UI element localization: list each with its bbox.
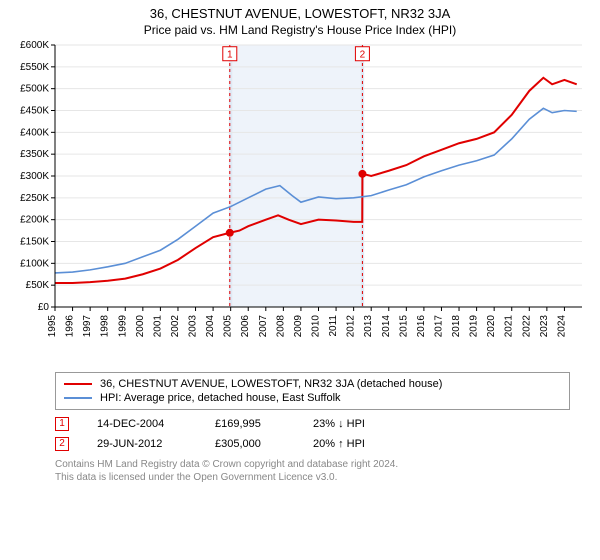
svg-text:£100K: £100K xyxy=(20,258,49,269)
svg-text:2005: 2005 xyxy=(223,315,234,338)
footer-line: This data is licensed under the Open Gov… xyxy=(55,471,570,484)
svg-text:2: 2 xyxy=(360,50,366,61)
svg-text:£450K: £450K xyxy=(20,106,49,117)
svg-text:2022: 2022 xyxy=(521,315,532,338)
svg-text:£250K: £250K xyxy=(20,193,49,204)
chart-container: 36, CHESTNUT AVENUE, LOWESTOFT, NR32 3JA… xyxy=(0,0,600,560)
svg-text:1998: 1998 xyxy=(100,315,111,338)
svg-text:2021: 2021 xyxy=(504,315,515,338)
svg-text:2018: 2018 xyxy=(451,315,462,338)
svg-text:1999: 1999 xyxy=(117,315,128,338)
sales-list: 1 14-DEC-2004 £169,995 23% ↓ HPI 2 29-JU… xyxy=(55,414,570,454)
svg-text:2019: 2019 xyxy=(469,315,480,338)
svg-text:2009: 2009 xyxy=(293,315,304,338)
legend: 36, CHESTNUT AVENUE, LOWESTOFT, NR32 3JA… xyxy=(55,372,570,410)
footer-line: Contains HM Land Registry data © Crown c… xyxy=(55,458,570,471)
svg-text:2024: 2024 xyxy=(556,315,567,338)
legend-item: 36, CHESTNUT AVENUE, LOWESTOFT, NR32 3JA… xyxy=(64,377,561,391)
svg-text:2007: 2007 xyxy=(258,315,269,338)
svg-text:2012: 2012 xyxy=(346,315,357,338)
svg-text:2011: 2011 xyxy=(328,315,339,337)
svg-text:1: 1 xyxy=(227,50,233,61)
svg-text:£0: £0 xyxy=(38,302,50,313)
legend-label: HPI: Average price, detached house, East… xyxy=(100,392,341,404)
svg-text:1997: 1997 xyxy=(82,315,93,338)
sale-date: 29-JUN-2012 xyxy=(97,438,187,450)
svg-text:1996: 1996 xyxy=(65,315,76,338)
svg-text:2020: 2020 xyxy=(486,315,497,338)
svg-text:£300K: £300K xyxy=(20,171,49,182)
legend-label: 36, CHESTNUT AVENUE, LOWESTOFT, NR32 3JA… xyxy=(100,378,442,390)
legend-item: HPI: Average price, detached house, East… xyxy=(64,391,561,405)
svg-text:2000: 2000 xyxy=(135,315,146,338)
sale-date: 14-DEC-2004 xyxy=(97,418,187,430)
svg-text:£400K: £400K xyxy=(20,127,49,138)
svg-text:£500K: £500K xyxy=(20,84,49,95)
svg-text:2006: 2006 xyxy=(240,315,251,338)
svg-text:2015: 2015 xyxy=(398,315,409,338)
svg-text:£50K: £50K xyxy=(26,280,50,291)
sale-hpi: 23% ↓ HPI xyxy=(313,418,403,430)
svg-text:2003: 2003 xyxy=(188,315,199,338)
sale-price: £305,000 xyxy=(215,438,285,450)
price-chart: £0 £50K £100K £150K £200K £250K £300K £350K £400… xyxy=(0,41,600,361)
svg-text:£200K: £200K xyxy=(20,215,49,226)
sale-marker-icon: 1 xyxy=(55,417,69,431)
svg-text:2014: 2014 xyxy=(381,315,392,338)
legend-swatch-icon xyxy=(64,397,92,399)
sale-row: 2 29-JUN-2012 £305,000 20% ↑ HPI xyxy=(55,434,570,454)
chart-title: 36, CHESTNUT AVENUE, LOWESTOFT, NR32 3JA xyxy=(0,0,600,21)
svg-text:£350K: £350K xyxy=(20,149,49,160)
chart-subtitle: Price paid vs. HM Land Registry's House … xyxy=(0,21,600,41)
svg-text:£550K: £550K xyxy=(20,62,49,73)
sale-row: 1 14-DEC-2004 £169,995 23% ↓ HPI xyxy=(55,414,570,434)
svg-text:2023: 2023 xyxy=(539,315,550,338)
sale-hpi: 20% ↑ HPI xyxy=(313,438,403,450)
svg-text:2013: 2013 xyxy=(363,315,374,338)
svg-text:2004: 2004 xyxy=(205,315,216,338)
footer: Contains HM Land Registry data © Crown c… xyxy=(55,458,570,484)
svg-text:2002: 2002 xyxy=(170,315,181,338)
legend-swatch-icon xyxy=(64,383,92,385)
svg-text:1995: 1995 xyxy=(47,315,58,338)
sale-marker-icon: 2 xyxy=(55,437,69,451)
svg-text:2017: 2017 xyxy=(433,315,444,338)
sale-price: £169,995 xyxy=(215,418,285,430)
svg-text:2016: 2016 xyxy=(416,315,427,338)
svg-text:2010: 2010 xyxy=(311,315,322,338)
svg-text:£600K: £600K xyxy=(20,41,49,51)
svg-text:2008: 2008 xyxy=(275,315,286,338)
svg-text:2001: 2001 xyxy=(152,315,163,338)
svg-text:£150K: £150K xyxy=(20,237,49,248)
